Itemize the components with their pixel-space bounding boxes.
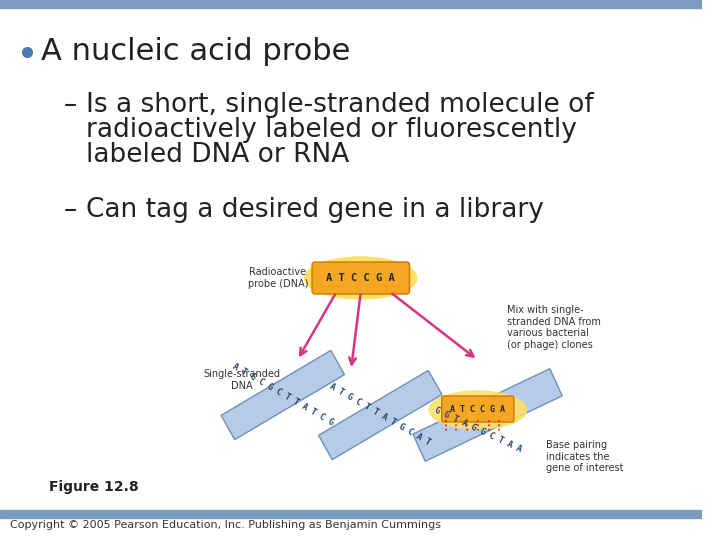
Text: Single-stranded
DNA: Single-stranded DNA: [203, 369, 280, 391]
Text: Base pairing
indicates the
gene of interest: Base pairing indicates the gene of inter…: [546, 440, 624, 473]
Text: A T G C T T A T G C A T: A T G C T T A T G C A T: [328, 382, 432, 448]
Ellipse shape: [305, 257, 417, 299]
Bar: [0, 0, 702, 8]
Text: Copyright © 2005 Pearson Education, Inc. Publishing as Benjamin Cummings: Copyright © 2005 Pearson Education, Inc.…: [10, 520, 441, 530]
Text: A T C C G A: A T C C G A: [450, 404, 505, 414]
Polygon shape: [413, 369, 562, 461]
FancyBboxPatch shape: [441, 396, 514, 422]
Text: A nucleic acid probe: A nucleic acid probe: [41, 37, 351, 66]
Text: A T C C G A: A T C C G A: [326, 273, 395, 283]
Polygon shape: [318, 370, 442, 460]
Text: Mix with single-
stranded DNA from
various bacterial
(or phage) clones: Mix with single- stranded DNA from vario…: [507, 305, 601, 350]
Text: radioactively labeled or fluorescently: radioactively labeled or fluorescently: [86, 117, 577, 143]
Ellipse shape: [429, 391, 526, 429]
Text: Is a short, single-stranded molecule of: Is a short, single-stranded molecule of: [86, 92, 593, 118]
Polygon shape: [221, 350, 344, 440]
Text: –: –: [63, 92, 76, 118]
Text: Can tag a desired gene in a library: Can tag a desired gene in a library: [86, 197, 544, 223]
FancyBboxPatch shape: [312, 262, 410, 294]
Text: A T G C G C T T A T C G: A T G C G C T T A T C G: [230, 362, 335, 428]
Text: G G T A G G C T A A: G G T A G G C T A A: [433, 406, 523, 454]
Text: labeled DNA or RNA: labeled DNA or RNA: [86, 142, 349, 168]
Text: Figure 12.8: Figure 12.8: [49, 480, 138, 494]
Bar: [0, 510, 702, 518]
Text: –: –: [63, 197, 76, 223]
Text: Radioactive
probe (DNA): Radioactive probe (DNA): [248, 267, 308, 289]
